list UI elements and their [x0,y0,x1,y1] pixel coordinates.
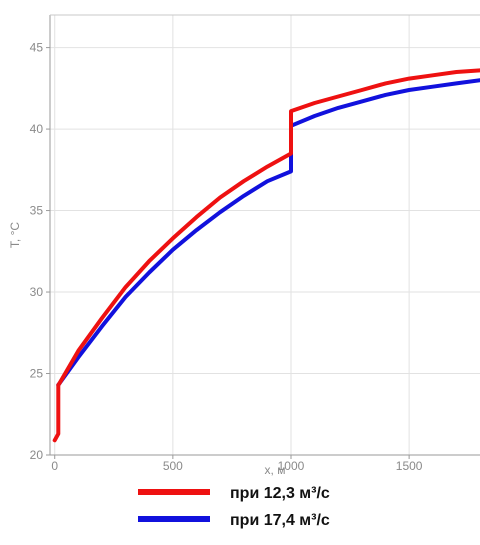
series [52,68,480,443]
y-tick-label: 45 [30,41,44,55]
series-line-1 [52,68,480,443]
x-tick-label: 1500 [396,459,423,473]
y-tick-label: 25 [30,367,44,381]
series-line-2 [56,78,480,387]
y-tick-label: 35 [30,204,44,218]
y-tick-label: 30 [30,285,44,299]
x-tick-label: 0 [51,459,58,473]
x-tick-label: 500 [163,459,183,473]
tick-labels: 20 25 30 35 40 45 0 500 1000 1500 [30,41,423,473]
y-tick-label: 40 [30,122,44,136]
x-axis-label: x, м [265,463,286,477]
legend-label-series-1: при 12,3 м³/с [230,485,330,502]
legend-label-series-2: при 17,4 м³/с [230,512,330,529]
x-tick-label: 1000 [278,459,305,473]
y-axis-label: T, °C [8,222,22,248]
plot-area [50,15,480,455]
y-tick-label: 20 [30,448,44,462]
legend: при 12,3 м³/с при 17,4 м³/с [138,485,330,529]
axes [46,14,480,459]
